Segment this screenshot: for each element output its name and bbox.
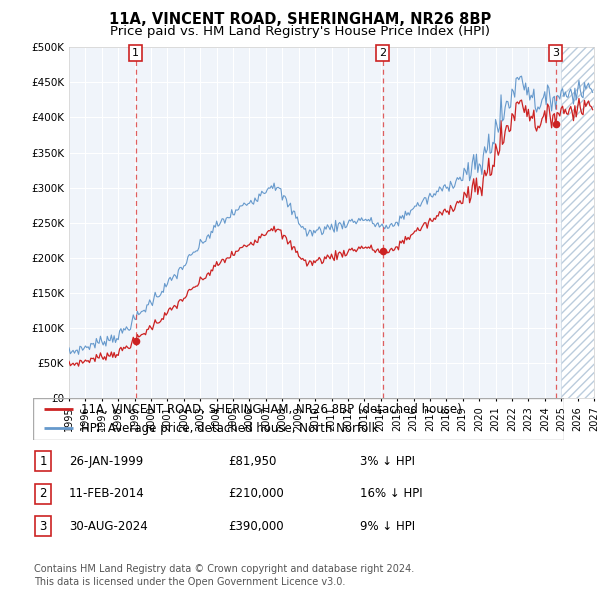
Text: 16% ↓ HPI: 16% ↓ HPI (360, 487, 422, 500)
Text: 26-JAN-1999: 26-JAN-1999 (69, 455, 143, 468)
Text: 30-AUG-2024: 30-AUG-2024 (69, 520, 148, 533)
Text: 11-FEB-2014: 11-FEB-2014 (69, 487, 145, 500)
Text: 3: 3 (552, 48, 559, 58)
Text: 11A, VINCENT ROAD, SHERINGHAM, NR26 8BP (detached house): 11A, VINCENT ROAD, SHERINGHAM, NR26 8BP … (81, 403, 461, 416)
Text: Contains HM Land Registry data © Crown copyright and database right 2024.
This d: Contains HM Land Registry data © Crown c… (34, 564, 415, 587)
Text: 3: 3 (40, 520, 47, 533)
Text: £81,950: £81,950 (228, 455, 277, 468)
Text: 11A, VINCENT ROAD, SHERINGHAM, NR26 8BP: 11A, VINCENT ROAD, SHERINGHAM, NR26 8BP (109, 12, 491, 27)
Text: HPI: Average price, detached house, North Norfolk: HPI: Average price, detached house, Nort… (81, 422, 378, 435)
Text: £390,000: £390,000 (228, 520, 284, 533)
Text: 9% ↓ HPI: 9% ↓ HPI (360, 520, 415, 533)
Text: 1: 1 (40, 455, 47, 468)
Text: 2: 2 (40, 487, 47, 500)
Text: 3% ↓ HPI: 3% ↓ HPI (360, 455, 415, 468)
Text: Price paid vs. HM Land Registry's House Price Index (HPI): Price paid vs. HM Land Registry's House … (110, 25, 490, 38)
Text: 2: 2 (379, 48, 386, 58)
Text: 1: 1 (132, 48, 139, 58)
Text: £210,000: £210,000 (228, 487, 284, 500)
